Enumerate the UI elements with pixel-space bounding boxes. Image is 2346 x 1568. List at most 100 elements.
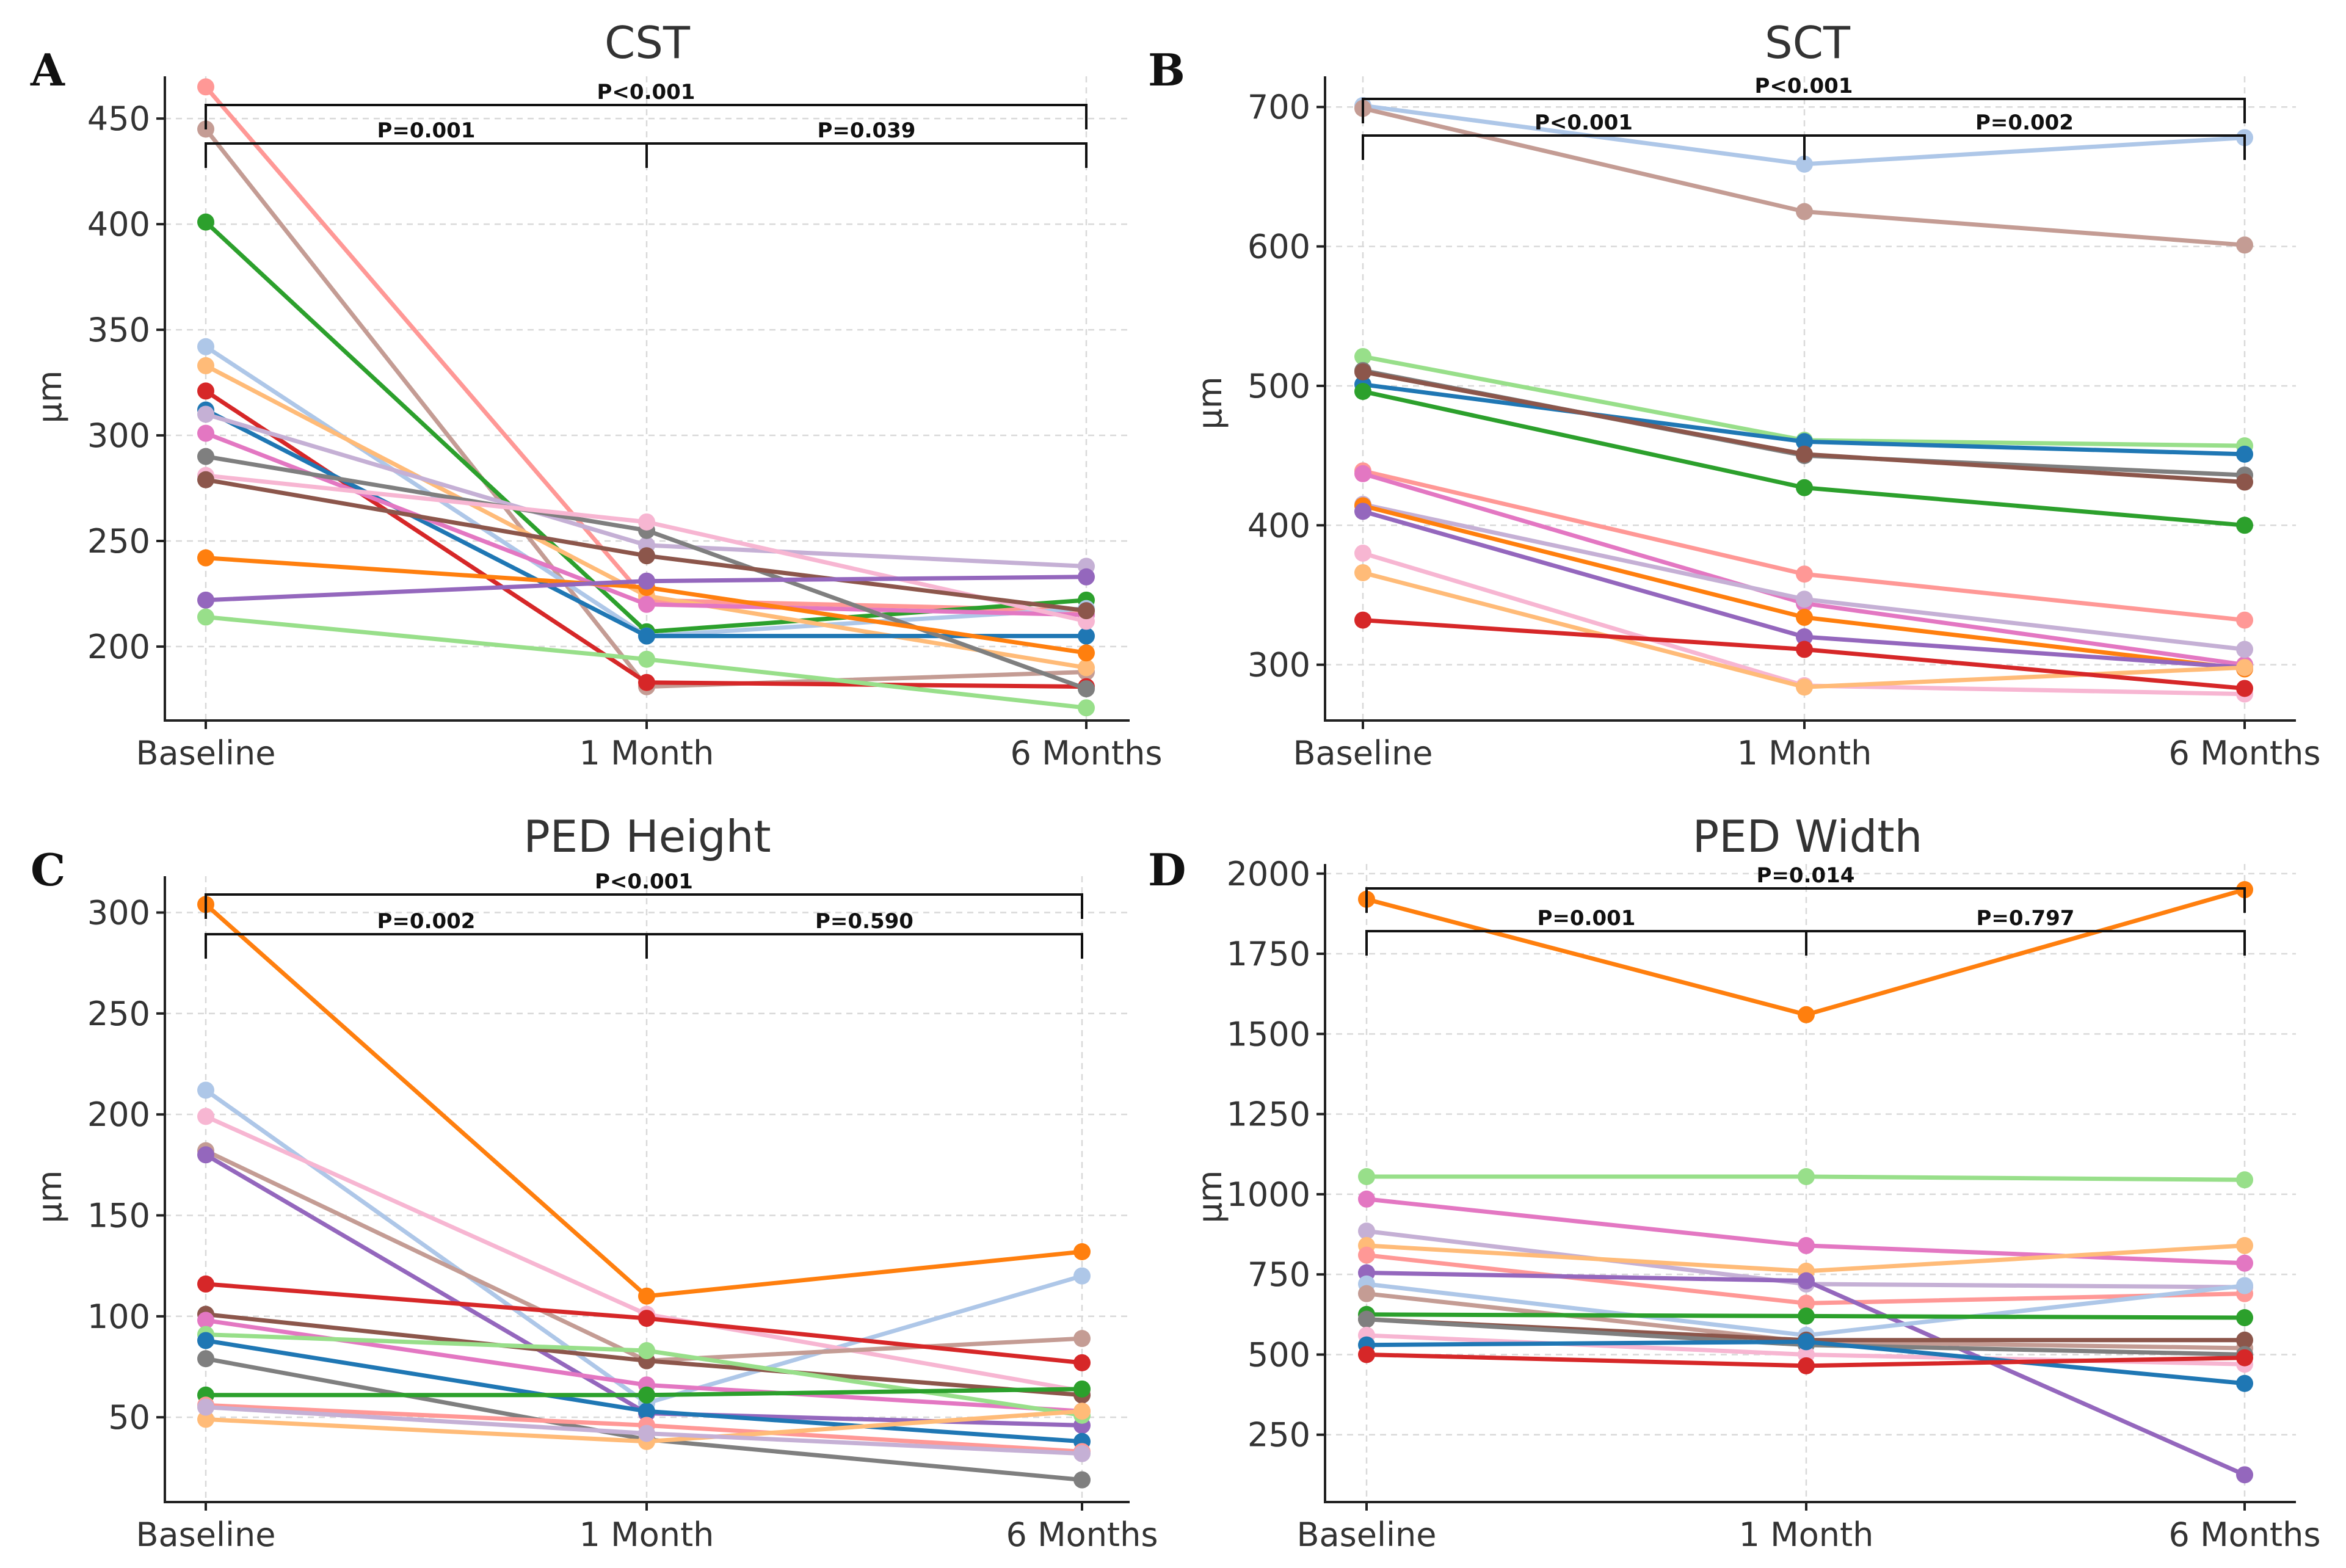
y-axis-label: µm xyxy=(1191,377,1229,430)
y-tick-label: 150 xyxy=(87,1196,150,1235)
series-line xyxy=(204,902,1083,1299)
panel-a: 200 250 300 350 400 450 Baseline 1 Month 6 Month… xyxy=(30,17,1162,772)
data-point xyxy=(2236,473,2253,491)
data-point xyxy=(1073,1354,1091,1371)
p-value-overall: P=0.014 xyxy=(1757,863,1855,888)
chart-title: SCT xyxy=(1765,17,1851,68)
data-point xyxy=(1073,1267,1091,1285)
data-point xyxy=(197,405,214,423)
data-point xyxy=(1354,363,1371,381)
data-point xyxy=(1796,590,1813,608)
data-point xyxy=(1796,628,1813,645)
data-point xyxy=(638,1403,655,1420)
data-point xyxy=(197,471,214,488)
axis-spine xyxy=(164,876,1130,1503)
data-point xyxy=(1354,564,1371,581)
y-tick-label: 200 xyxy=(87,628,150,666)
y-tick-label: 1500 xyxy=(1227,1015,1310,1053)
data-point xyxy=(2236,1466,2253,1484)
p-value-first: P=0.001 xyxy=(1538,906,1636,931)
y-axis-label: µm xyxy=(1191,1171,1229,1224)
y-tick-label: 700 xyxy=(1247,88,1310,126)
x-tick-label: 1 Month xyxy=(1737,734,1872,772)
y-tick-label: 300 xyxy=(87,894,150,932)
data-point xyxy=(197,549,214,567)
data-point xyxy=(2236,1171,2253,1189)
data-point xyxy=(197,591,214,609)
series-s15 xyxy=(1358,1346,2253,1374)
p-value-second: P=0.002 xyxy=(1975,111,2074,135)
data-point xyxy=(1078,680,1095,698)
data-point xyxy=(1796,609,1813,626)
x-tick-label: 6 Months xyxy=(1006,1515,1158,1554)
data-point xyxy=(1078,644,1095,662)
data-point xyxy=(197,1398,214,1416)
axis-spine xyxy=(1324,864,2296,1503)
series-s12 xyxy=(197,471,1095,620)
data-point xyxy=(638,595,655,613)
series-s5 xyxy=(1354,376,2253,463)
series-s1 xyxy=(197,896,1091,1305)
data-point xyxy=(197,78,214,96)
series-s3 xyxy=(1358,1190,2253,1272)
x-tick-label: Baseline xyxy=(136,734,276,772)
data-point xyxy=(2236,680,2253,697)
y-tick-label: 2000 xyxy=(1227,855,1310,893)
series-s4 xyxy=(197,1142,1091,1370)
data-point xyxy=(1354,383,1371,401)
data-point xyxy=(1798,1272,1815,1290)
y-axis-label: µm xyxy=(31,371,69,424)
data-point xyxy=(197,608,214,626)
data-point xyxy=(1078,699,1095,717)
data-point xyxy=(1796,479,1813,496)
y-tick-label: 300 xyxy=(1247,646,1310,684)
data-point xyxy=(1798,1294,1815,1312)
data-point xyxy=(638,627,655,645)
y-tick-label: 100 xyxy=(87,1298,150,1336)
data-point xyxy=(638,1342,655,1360)
panel-letter: B xyxy=(1148,44,1185,96)
p-value-overall: P<0.001 xyxy=(597,80,695,104)
data-point xyxy=(2236,1349,2253,1367)
data-point xyxy=(1078,568,1095,586)
data-point xyxy=(197,382,214,400)
x-tick-label: 1 Month xyxy=(579,734,714,772)
panel-letter: A xyxy=(30,44,65,96)
bracket-overall xyxy=(205,104,1088,129)
data-point xyxy=(2236,611,2253,629)
data-point xyxy=(1078,659,1095,677)
y-tick-label: 50 xyxy=(108,1398,150,1437)
data-point xyxy=(2236,1309,2253,1327)
data-point xyxy=(197,1410,214,1428)
x-tick-label: 1 Month xyxy=(1739,1515,1874,1554)
bracket-overall xyxy=(205,893,1083,919)
axis-spine xyxy=(1324,76,2296,722)
data-point xyxy=(1354,465,1371,482)
data-point xyxy=(1354,503,1371,520)
data-point xyxy=(1358,1285,1375,1302)
data-point xyxy=(1354,611,1371,629)
data-point xyxy=(1796,203,1813,220)
data-point xyxy=(1073,1243,1091,1260)
p-value-overall: P<0.001 xyxy=(595,869,693,894)
data-point xyxy=(1796,678,1813,696)
data-point xyxy=(2236,1236,2253,1254)
data-point xyxy=(1354,544,1371,562)
series-s2 xyxy=(1354,100,2253,254)
axis-spine xyxy=(164,76,1130,722)
data-point xyxy=(1358,1190,1375,1208)
panel-d: 250 500 750 1000 1250 1500 1750 2000 Baseline 1 M… xyxy=(1148,811,2320,1554)
data-point xyxy=(197,1108,214,1125)
data-point xyxy=(638,1310,655,1327)
data-point xyxy=(1073,1445,1091,1462)
data-point xyxy=(638,1386,655,1404)
p-value-first: P=0.001 xyxy=(377,118,476,143)
bracket-overall xyxy=(1365,887,2246,913)
data-point xyxy=(197,1146,214,1164)
data-point xyxy=(1798,1006,1815,1023)
series-s5 xyxy=(1358,1236,2253,1280)
y-tick-label: 1750 xyxy=(1227,935,1310,973)
y-tick-label: 500 xyxy=(1247,367,1310,405)
y-tick-label: 1000 xyxy=(1227,1175,1310,1214)
